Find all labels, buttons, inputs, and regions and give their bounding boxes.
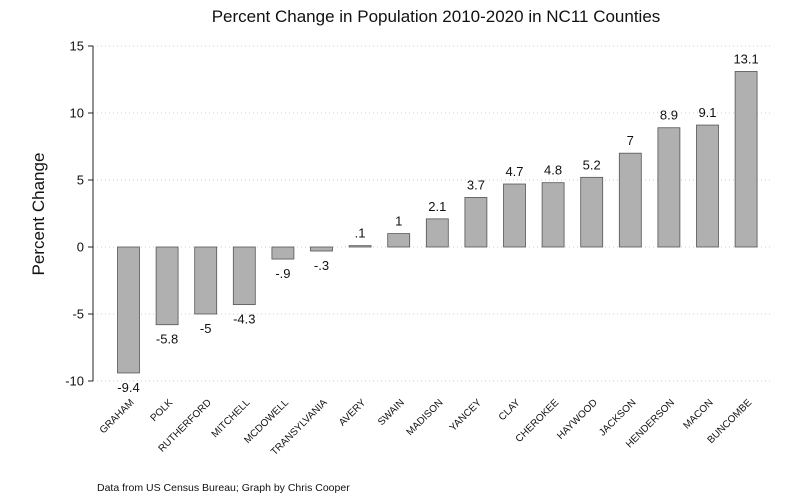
x-tick-label: SWAIN <box>376 397 407 428</box>
x-tick-label: JACKSON <box>597 397 638 438</box>
y-tick-label: -5 <box>72 307 84 322</box>
y-tick-label: -10 <box>65 374 84 389</box>
bar-mcdowell <box>271 246 295 260</box>
y-tick-label: 0 <box>77 240 84 255</box>
y-tick-label: 5 <box>77 173 84 188</box>
bar-haywood <box>580 176 604 248</box>
bar-avery <box>348 245 372 248</box>
data-label: 4.7 <box>505 164 523 179</box>
data-label: 8.9 <box>660 108 678 123</box>
x-axis-ticks: GRAHAM POLKRUTHERFORDMITCHELLMCDOWELLTRAN… <box>98 397 755 458</box>
x-tick-label: AVERY <box>337 397 368 428</box>
bar-transylvania <box>310 246 333 252</box>
y-tick-label: 10 <box>70 106 84 121</box>
data-labels: -9.4 -5.8 -5 -4.3 -.9 -.3 .1 1 2.1 3.7 4.7 4.8 5.2 7 8… <box>117 51 758 395</box>
bar-swain <box>387 233 411 248</box>
data-label: 4.8 <box>544 163 562 178</box>
data-label: 3.7 <box>467 177 485 192</box>
chart-title: Percent Change in Population 2010-2020 i… <box>212 7 661 26</box>
data-label: 9.1 <box>698 105 716 120</box>
x-tick-label: POLK <box>149 397 176 424</box>
bar-clay <box>503 183 526 248</box>
source-note: Data from US Census Bureau; Graph by Chr… <box>97 482 350 494</box>
x-tick-label: YANCEY <box>448 397 485 434</box>
bars <box>117 71 758 374</box>
data-label: -5.8 <box>156 332 178 347</box>
bar-mitchell <box>232 246 256 306</box>
data-label: -4.3 <box>233 312 255 327</box>
data-label: 5.2 <box>583 157 601 172</box>
y-axis: -10 -5 0 5 10 15 <box>65 39 94 389</box>
x-tick-label: GRAHAM <box>98 397 137 436</box>
data-label: .1 <box>355 226 366 241</box>
data-label: 1 <box>395 214 402 229</box>
bar-madison <box>425 218 449 248</box>
bar-macon <box>696 124 719 248</box>
data-label: -.3 <box>314 258 329 273</box>
data-label: -5 <box>200 321 212 336</box>
bar-cherokee <box>541 182 565 248</box>
y-axis-label: Percent Change <box>29 153 48 276</box>
data-label: -9.4 <box>117 380 139 395</box>
y-tick-label: 15 <box>70 39 84 54</box>
x-tick-label: CLAY <box>497 397 523 423</box>
bar-graham <box>117 246 140 374</box>
x-tick-label: MACON <box>682 397 716 431</box>
x-tick-label: HAYWOOD <box>555 397 600 442</box>
data-label: 13.1 <box>733 51 758 66</box>
bar-rutherford <box>194 246 218 315</box>
bar-polk <box>155 246 179 326</box>
data-label: 7 <box>627 133 634 148</box>
bar-jackson <box>618 152 642 248</box>
x-tick-label: MADISON <box>405 397 446 438</box>
bar-buncombe <box>734 71 758 248</box>
data-label: -.9 <box>275 266 290 281</box>
bar-henderson <box>657 127 681 248</box>
bar-yancey <box>464 197 488 248</box>
data-label: 2.1 <box>428 199 446 214</box>
